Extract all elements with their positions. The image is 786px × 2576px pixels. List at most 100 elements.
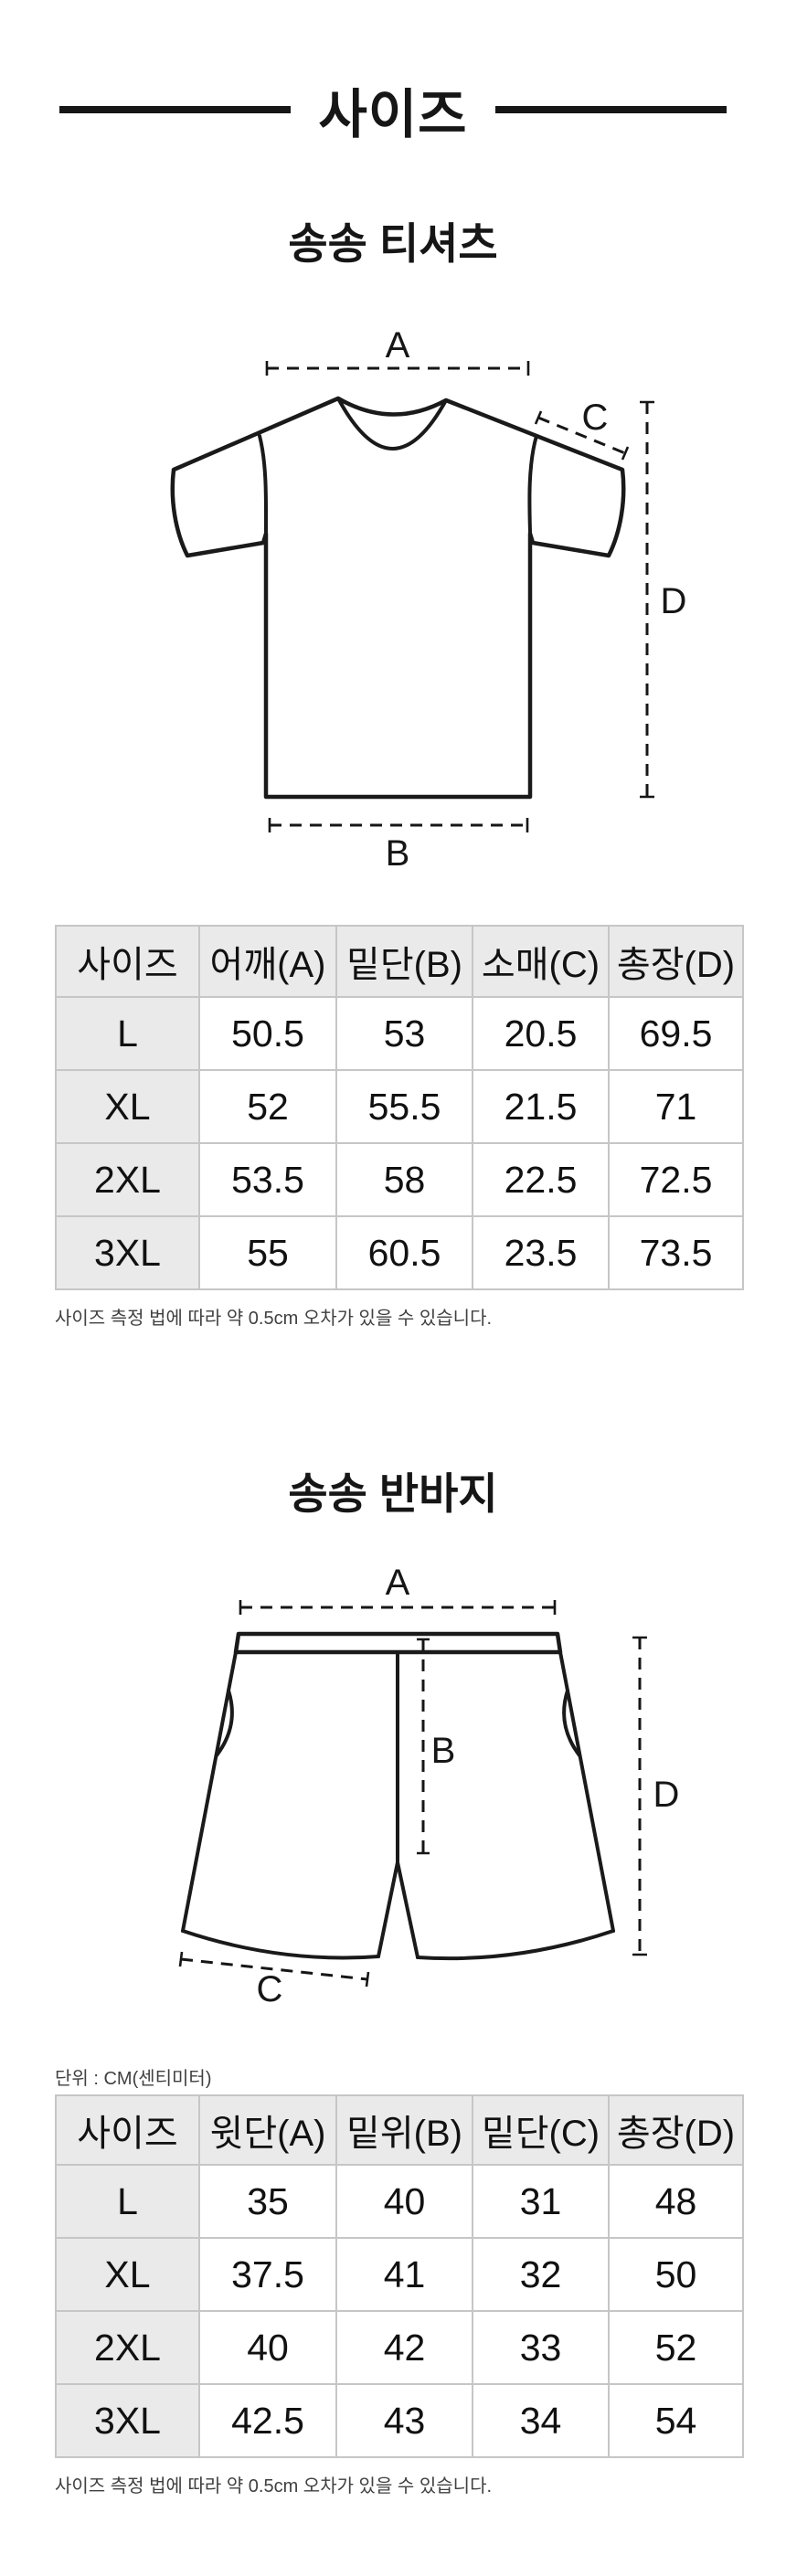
value-cell: 22.5 [472,1142,610,1217]
value-cell: 52 [608,2310,744,2385]
value-cell: 40 [198,2310,337,2385]
size-cell: L [55,996,200,1071]
tshirt-col-header-shoulder: 어깨(A) [198,925,337,998]
shorts-footnote: 사이즈 측정 법에 따라 약 0.5cm 오차가 있을 수 있습니다. [55,2476,493,2496]
tshirt-collar-seam [336,397,448,451]
shorts-section-title: 송송 반바지 [288,1469,498,1518]
table-row: L 35 40 31 48 [55,2164,744,2239]
shorts-pocket-right [562,1689,581,1757]
shorts-measure-label-d: D [653,1775,680,1815]
tshirt-measure-line-c [537,416,626,455]
tshirt-section-title: 송송 티셔츠 [288,219,498,268]
size-cell: 2XL [55,2310,200,2385]
shorts-left-side [181,1650,238,1933]
tshirt-armhole-right [527,434,538,534]
shorts-measure-label-a: A [386,1563,410,1603]
value-cell: 23.5 [472,1215,610,1290]
shorts-measure-ticks-b [417,1638,430,1855]
shorts-crotch-seam [377,1861,420,1959]
value-cell: 50 [608,2237,744,2312]
shorts-right-hem [416,1929,615,1961]
shorts-measure-label-b: B [431,1731,456,1771]
value-cell: 41 [335,2237,473,2312]
tshirt-measure-label-c: C [582,398,609,438]
title-rule-right [494,106,727,113]
value-cell: 53.5 [198,1142,337,1217]
value-cell: 21.5 [472,1069,610,1144]
value-cell: 58 [335,1142,473,1217]
shorts-diagram: A B D C [178,1563,680,2009]
size-cell: 3XL [55,2383,200,2458]
page-title: 사이즈 [318,85,468,144]
value-cell: 42 [335,2310,473,2385]
tshirt-measure-label-b: B [386,833,410,874]
shorts-measure-ticks-c [178,1951,370,1988]
size-cell: XL [55,1069,200,1144]
value-cell: 52 [198,1069,337,1144]
value-cell: 35 [198,2164,337,2239]
value-cell: 34 [472,2383,610,2458]
value-cell: 31 [472,2164,610,2239]
shorts-measure-ticks-d [632,1636,647,1956]
tshirt-measure-ticks-c [534,410,630,461]
tshirt-outline [170,396,626,800]
table-row: 2XL 40 42 33 52 [55,2310,744,2385]
tshirt-table-header-row: 사이즈 어깨(A) 밑단(B) 소매(C) 총장(D) [55,925,744,998]
value-cell: 73.5 [608,1215,744,1290]
value-cell: 33 [472,2310,610,2385]
tshirt-size-table: 사이즈 어깨(A) 밑단(B) 소매(C) 총장(D) L 50.5 53 20… [55,925,744,1290]
size-cell: 2XL [55,1142,200,1217]
table-row: 2XL 53.5 58 22.5 72.5 [55,1142,744,1217]
shorts-col-header-length: 총장(D) [608,2094,744,2166]
shorts-waistband [233,1631,563,1655]
shorts-table-header-row: 사이즈 윗단(A) 밑위(B) 밑단(C) 총장(D) [55,2094,744,2166]
tshirt-measure-ticks-b [268,818,529,832]
table-row: L 50.5 53 20.5 69.5 [55,996,744,1071]
tshirt-armhole-left [258,434,269,534]
table-row: 3XL 55 60.5 23.5 73.5 [55,1215,744,1290]
shorts-left-hem [181,1929,380,1960]
value-cell: 40 [335,2164,473,2239]
tshirt-footnote: 사이즈 측정 법에 따라 약 0.5cm 오차가 있을 수 있습니다. [55,1309,493,1329]
value-cell: 72.5 [608,1142,744,1217]
value-cell: 50.5 [198,996,337,1071]
tshirt-measure-ticks-a [265,361,530,376]
tshirt-measure-label-a: A [386,325,410,366]
shorts-col-header-hem: 밑단(C) [472,2094,610,2166]
value-cell: 42.5 [198,2383,337,2458]
shorts-col-header-waist: 윗단(A) [198,2094,337,2166]
value-cell: 37.5 [198,2237,337,2312]
shorts-pocket-left [215,1689,234,1757]
shorts-measure-label-c: C [257,1969,283,2009]
table-row: XL 37.5 41 32 50 [55,2237,744,2312]
table-row: 3XL 42.5 43 34 54 [55,2383,744,2458]
tshirt-col-header-hem: 밑단(B) [335,925,473,998]
shorts-measure-ticks-a [239,1600,557,1615]
size-cell: L [55,2164,200,2239]
value-cell: 43 [335,2383,473,2458]
tshirt-col-header-length: 총장(D) [608,925,744,998]
value-cell: 55.5 [335,1069,473,1144]
value-cell: 54 [608,2383,744,2458]
tshirt-measure-label-d: D [661,581,687,621]
shorts-col-header-rise: 밑위(B) [335,2094,473,2166]
shorts-col-header-size: 사이즈 [55,2094,200,2166]
value-cell: 32 [472,2237,610,2312]
table-row: XL 52 55.5 21.5 71 [55,1069,744,1144]
title-rule-left [59,106,292,113]
tshirt-measure-ticks-d [640,400,654,799]
tshirt-diagram: A C D B [170,325,687,874]
value-cell: 69.5 [608,996,744,1071]
shorts-size-table: 사이즈 윗단(A) 밑위(B) 밑단(C) 총장(D) L 35 40 31 4… [55,2094,744,2458]
shorts-unit-label: 단위 : CM(센티미터) [55,2069,212,2089]
size-cell: 3XL [55,1215,200,1290]
value-cell: 60.5 [335,1215,473,1290]
shorts-measure-line-c [180,1957,368,1981]
value-cell: 48 [608,2164,744,2239]
value-cell: 55 [198,1215,337,1290]
value-cell: 53 [335,996,473,1071]
tshirt-col-header-sleeve: 소매(C) [472,925,610,998]
main-title-banner: 사이즈 [0,71,786,148]
value-cell: 71 [608,1069,744,1144]
